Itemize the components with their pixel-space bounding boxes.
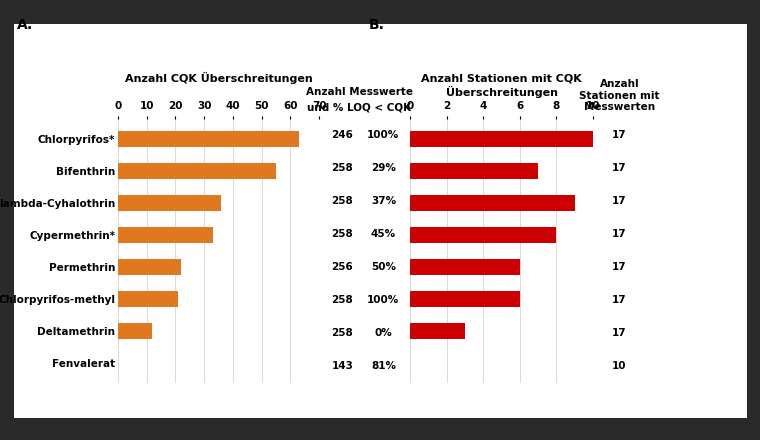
- Bar: [410, 323, 465, 339]
- Text: 37%: 37%: [371, 196, 396, 206]
- Text: 258: 258: [331, 163, 353, 173]
- Bar: [118, 259, 181, 275]
- Bar: [118, 227, 213, 243]
- Bar: [410, 131, 593, 147]
- Text: 143: 143: [331, 361, 353, 371]
- Text: 29%: 29%: [371, 163, 396, 173]
- Text: 17: 17: [612, 196, 627, 206]
- Bar: [118, 131, 299, 147]
- Text: 246: 246: [331, 130, 353, 140]
- Text: 17: 17: [612, 262, 627, 272]
- Bar: [118, 323, 152, 339]
- Text: 258: 258: [331, 328, 353, 338]
- Text: 10: 10: [612, 361, 627, 371]
- Title: Anzahl CQK Überschreitungen: Anzahl CQK Überschreitungen: [125, 72, 312, 84]
- Bar: [118, 163, 276, 179]
- Bar: [118, 195, 221, 211]
- Text: 17: 17: [612, 328, 627, 338]
- Title: Anzahl Stationen mit CQK
Überschreitungen: Anzahl Stationen mit CQK Überschreitunge…: [421, 73, 582, 98]
- Text: 258: 258: [331, 295, 353, 305]
- Text: 17: 17: [612, 163, 627, 173]
- Bar: [410, 195, 575, 211]
- Bar: [410, 227, 556, 243]
- Text: A.: A.: [17, 18, 33, 32]
- Bar: [410, 291, 520, 307]
- Text: 45%: 45%: [371, 229, 396, 239]
- Text: 100%: 100%: [367, 130, 400, 140]
- Text: 17: 17: [612, 295, 627, 305]
- Text: Anzahl Messwerte: Anzahl Messwerte: [306, 87, 413, 97]
- Text: 50%: 50%: [371, 262, 396, 272]
- Bar: [410, 259, 520, 275]
- Text: 258: 258: [331, 196, 353, 206]
- Bar: [118, 291, 178, 307]
- Text: 0%: 0%: [375, 328, 392, 338]
- Text: Anzahl
Stationen mit
Messwerten: Anzahl Stationen mit Messwerten: [579, 79, 660, 112]
- Text: B.: B.: [369, 18, 385, 32]
- Text: 17: 17: [612, 229, 627, 239]
- Text: und % LOQ < CQK: und % LOQ < CQK: [307, 102, 411, 112]
- Text: 17: 17: [612, 130, 627, 140]
- Text: 81%: 81%: [371, 361, 396, 371]
- Text: 258: 258: [331, 229, 353, 239]
- Bar: [410, 163, 538, 179]
- Text: 100%: 100%: [367, 295, 400, 305]
- Text: 256: 256: [331, 262, 353, 272]
